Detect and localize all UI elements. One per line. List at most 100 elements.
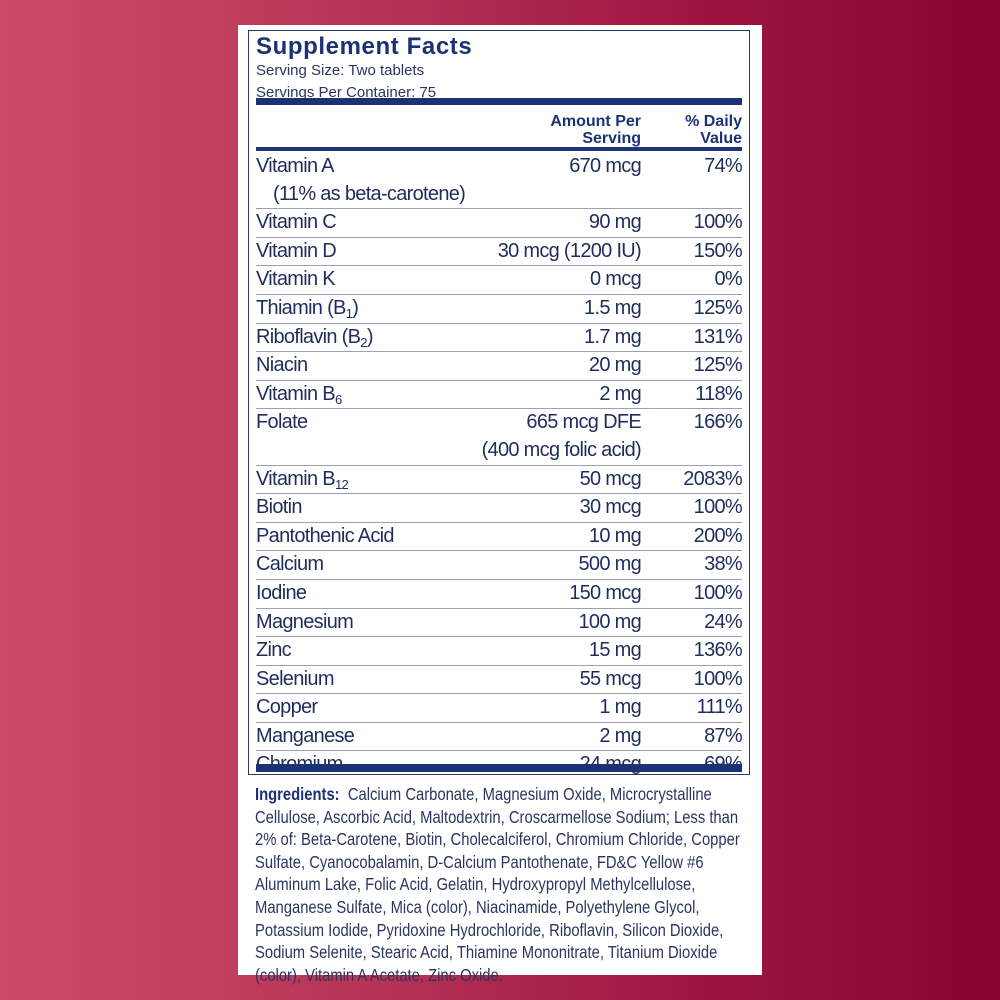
- amount-note: (400 mcg folic acid): [481, 438, 642, 461]
- nutrient-row: Biotin 30 mcg 100%: [256, 494, 743, 523]
- nutrient-row: Niacin 20 mg 125%: [256, 352, 743, 381]
- nutrient-name: Zinc: [256, 637, 292, 665]
- nutrient-amount: 665 mcg DFE: [526, 411, 641, 434]
- supplement-label: Supplement Facts Serving Size: Two table…: [238, 25, 762, 985]
- nutrient-name: Manganese: [256, 723, 355, 751]
- serving-size: Serving Size: Two tablets: [256, 62, 425, 79]
- nutrient-daily-value: 131%: [693, 325, 743, 348]
- nutrient-name-text: Magnesium: [256, 610, 354, 633]
- subscript: 2: [360, 334, 367, 350]
- nutrient-name-text: Copper: [256, 696, 318, 719]
- nutrient-daily-value: 100%: [693, 667, 743, 690]
- nutrient-daily-value: 87%: [704, 724, 743, 747]
- nutrient-name: Biotin: [256, 494, 303, 522]
- ingredients-label: Ingredients:: [255, 784, 340, 804]
- ingredients: Ingredients: Calcium Carbonate, Magnesiu…: [255, 783, 748, 986]
- nutrient-name-text: Vitamin D: [256, 239, 337, 262]
- nutrient-amount: 1 mg: [599, 696, 641, 719]
- nutrient-amount: 30 mcg: [579, 496, 642, 519]
- header-dv-line2: Value: [700, 130, 742, 147]
- supplement-facts-box: Supplement Facts Serving Size: Two table…: [248, 30, 750, 775]
- nutrient-amount: 2 mg: [599, 724, 641, 747]
- nutrient-amount: 90 mg: [588, 211, 642, 234]
- nutrient-row: Selenium 55 mcg 100%: [256, 666, 743, 695]
- divider-bottom: [256, 764, 742, 772]
- nutrient-row: Manganese 2 mg 87%: [256, 723, 743, 752]
- nutrient-name-text: Iodine: [256, 581, 307, 604]
- nutrient-amount: 1.5 mg: [584, 296, 642, 319]
- nutrient-name-text: Vitamin A: [256, 155, 335, 177]
- nutrient-name: Calcium: [256, 551, 324, 579]
- nutrient-daily-value: 74%: [704, 155, 743, 177]
- nutrient-name: Vitamin B6: [256, 381, 342, 414]
- nutrient-row: Vitamin A 670 mcg 74% (11% as beta-carotene…: [256, 153, 743, 210]
- nutrient-row: Vitamin B12 50 mcg 2083%: [256, 466, 743, 495]
- nutrient-amount: 2 mg: [599, 382, 641, 405]
- subscript: 6: [334, 391, 342, 407]
- nutrient-daily-value: 200%: [693, 524, 743, 547]
- nutrient-table: Vitamin A 670 mcg 74% (11% as beta-carotene…: [256, 153, 743, 779]
- nutrient-row: Magnesium 100 mg 24%: [256, 609, 743, 638]
- header-amount-line2: Serving: [582, 130, 641, 147]
- label-title: Supplement Facts: [256, 33, 473, 60]
- nutrient-name-text: Thiamin (B: [256, 296, 346, 319]
- nutrient-name-text: Selenium: [256, 667, 334, 690]
- nutrient-name-text: Riboflavin (B: [256, 325, 361, 348]
- nutrient-row: Riboflavin (B2) 1.7 mg 131%: [256, 324, 743, 353]
- nutrient-note: (11% as beta-carotene): [273, 182, 466, 205]
- subscript: 1: [345, 305, 353, 321]
- nutrient-row: Thiamin (B1) 1.5 mg 125%: [256, 295, 743, 324]
- nutrient-daily-value: 166%: [693, 411, 743, 434]
- nutrient-daily-value: 136%: [693, 639, 743, 662]
- nutrient-name: Niacin: [256, 352, 308, 380]
- header-daily-value: % Daily Value: [685, 113, 742, 147]
- header-amount-line1: Amount Per: [550, 113, 641, 130]
- nutrient-amount: 30 mcg (1200 IU): [497, 239, 642, 262]
- nutrient-daily-value: 118%: [695, 382, 743, 405]
- ingredients-text: Calcium Carbonate, Magnesium Oxide, Micr…: [255, 784, 740, 985]
- divider-thick: [256, 98, 742, 105]
- name-suffix: ): [352, 296, 359, 319]
- nutrient-name: Selenium: [256, 666, 334, 694]
- nutrient-row: Pantothenic Acid 10 mg 200%: [256, 523, 743, 552]
- nutrient-name: Vitamin A: [256, 153, 335, 181]
- nutrient-amount: 15 mg: [588, 639, 642, 662]
- nutrient-daily-value: 2083%: [683, 467, 742, 490]
- nutrient-row: Folate 665 mcg DFE 166% (400 mcg folic acid…: [256, 409, 743, 466]
- nutrient-daily-value: 100%: [693, 211, 743, 234]
- nutrient-daily-value: 111%: [696, 696, 743, 719]
- nutrient-name: Vitamin D: [256, 238, 337, 266]
- nutrient-name: Thiamin (B1): [256, 295, 359, 328]
- nutrient-daily-value: 125%: [693, 354, 743, 377]
- nutrient-name-text: Vitamin B: [256, 382, 336, 405]
- nutrient-daily-value: 24%: [704, 610, 743, 633]
- nutrient-amount: 670 mcg: [569, 155, 642, 177]
- nutrient-row: Iodine 150 mcg 100%: [256, 580, 743, 609]
- nutrient-row: Vitamin B6 2 mg 118%: [256, 381, 743, 410]
- nutrient-name-text: Biotin: [256, 496, 303, 519]
- nutrient-row: Zinc 15 mg 136%: [256, 637, 743, 666]
- nutrient-daily-value: 0%: [714, 268, 742, 291]
- nutrient-row: Calcium 500 mg 38%: [256, 551, 743, 580]
- nutrient-name: Vitamin B12: [256, 466, 349, 499]
- nutrient-amount: 55 mcg: [579, 667, 642, 690]
- divider-medium: [256, 147, 742, 151]
- nutrient-name: Riboflavin (B2): [256, 324, 373, 357]
- nutrient-name-text: Vitamin B: [256, 467, 336, 490]
- nutrient-name: Vitamin K: [256, 266, 336, 294]
- nutrient-row: Vitamin D 30 mcg (1200 IU) 150%: [256, 238, 743, 267]
- subscript: 12: [334, 476, 349, 492]
- nutrient-amount: 150 mcg: [569, 581, 642, 604]
- nutrient-name-text: Folate: [256, 411, 308, 434]
- nutrient-name-text: Pantothenic Acid: [256, 524, 394, 547]
- nutrient-daily-value: 100%: [693, 496, 743, 519]
- nutrient-row: Vitamin K 0 mcg 0%: [256, 266, 743, 295]
- nutrient-name-text: Vitamin C: [256, 211, 337, 234]
- nutrient-amount: 100 mg: [578, 610, 641, 633]
- nutrient-name-text: Vitamin K: [256, 268, 336, 291]
- nutrient-amount: 50 mcg: [579, 467, 642, 490]
- servings-per-container: Servings Per Container: 75: [256, 84, 437, 101]
- nutrient-name: Pantothenic Acid: [256, 523, 394, 551]
- name-suffix: ): [366, 325, 374, 348]
- header-amount: Amount Per Serving: [550, 113, 641, 147]
